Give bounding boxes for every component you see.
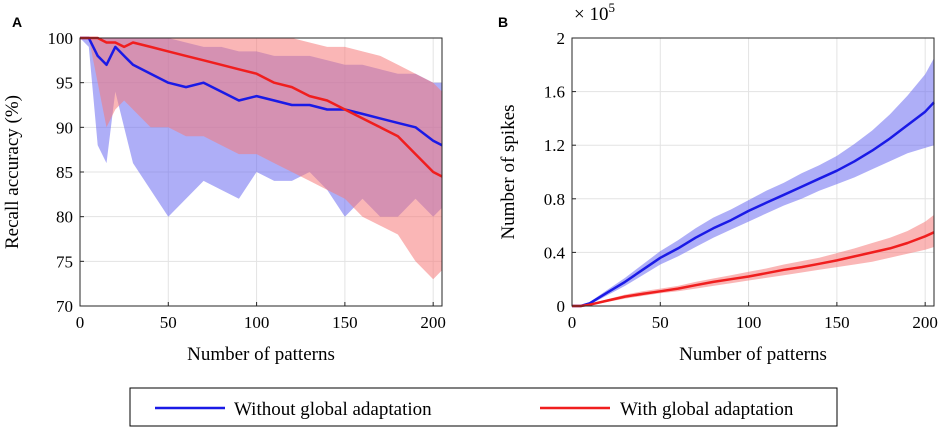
panel-a-lines	[80, 36, 443, 178]
panel-a-ticks: 0 50 100 150 200 70 75 80 85 90 95 100	[48, 29, 446, 332]
panel-a-xtick-label: 200	[420, 313, 446, 332]
panel-b-line-without	[572, 101, 935, 308]
panel-b-ytick-label: 0	[557, 297, 566, 316]
panel-b-grid	[571, 37, 934, 307]
panel-a-xtick-label: 150	[332, 313, 358, 332]
panel-b-xtick-label: 150	[824, 313, 850, 332]
panel-a: A 0 50 100 150 200 70 75 80 85 90 95 100 Number of …	[2, 14, 446, 365]
panel-b-ytick-label: 2	[557, 29, 566, 48]
panel-a-xlabel: Number of patterns	[187, 344, 335, 365]
panel-b-bands	[572, 58, 934, 306]
panel-b-line-with	[572, 231, 935, 308]
panel-b-letter: B	[498, 14, 508, 30]
panel-b-ytick-label: 0.8	[544, 190, 565, 209]
panel-a-letter: A	[12, 14, 22, 30]
panel-a-xtick-label: 100	[244, 313, 270, 332]
panel-b-axes-box	[571, 37, 935, 307]
panel-b-xtick-label: 0	[568, 313, 577, 332]
panel-b-band-without	[572, 58, 934, 306]
panel-a-xtick-label: 50	[160, 313, 177, 332]
panel-b-ytick-label: 1.2	[544, 136, 565, 155]
panel-a-ytick-label: 95	[56, 74, 73, 93]
panel-b-xlabel: Number of patterns	[679, 344, 827, 365]
panel-b-ytick-label: 1.6	[544, 83, 565, 102]
panel-b: B × 105 0 50 100 150 200 0 0.4 0.8 1.2 1.6 2 Numbe…	[498, 0, 938, 365]
panel-b-ticks: 0 50 100 150 200 0 0.4 0.8 1.2 1.6 2	[544, 29, 938, 332]
panel-a-ytick-label: 90	[56, 118, 73, 137]
panel-b-band-with	[572, 214, 934, 306]
panel-a-ytick-label: 80	[56, 208, 73, 227]
panel-b-lines	[572, 101, 935, 308]
panel-a-ytick-label: 100	[48, 29, 74, 48]
panel-b-multiplier-base: × 10	[574, 4, 608, 25]
panel-b-multiplier: × 105	[574, 0, 615, 25]
legend-label-with: With global adaptation	[620, 399, 794, 420]
panel-a-line-without	[80, 36, 443, 147]
legend-box	[129, 387, 838, 427]
panel-b-ylabel: Number of spikes	[498, 104, 519, 239]
panel-a-ylabel: Recall accuracy (%)	[2, 95, 23, 249]
panel-a-band-with	[80, 38, 442, 280]
legend-label-without: Without global adaptation	[234, 399, 432, 420]
panel-b-xtick-label: 200	[912, 313, 938, 332]
legend: Without global adaptation With global ad…	[129, 387, 838, 427]
panel-b-xtick-label: 50	[652, 313, 669, 332]
panel-b-xtick-label: 100	[736, 313, 762, 332]
panel-a-ytick-label: 75	[56, 252, 73, 271]
panel-a-line-with	[80, 36, 443, 178]
panel-a-xtick-label: 0	[76, 313, 85, 332]
panel-a-bands	[80, 38, 442, 280]
panel-a-ytick-label: 85	[56, 163, 73, 182]
panel-b-multiplier-exponent: 5	[608, 0, 615, 15]
panel-a-ytick-label: 70	[56, 297, 73, 316]
panel-b-ytick-label: 0.4	[544, 243, 566, 262]
